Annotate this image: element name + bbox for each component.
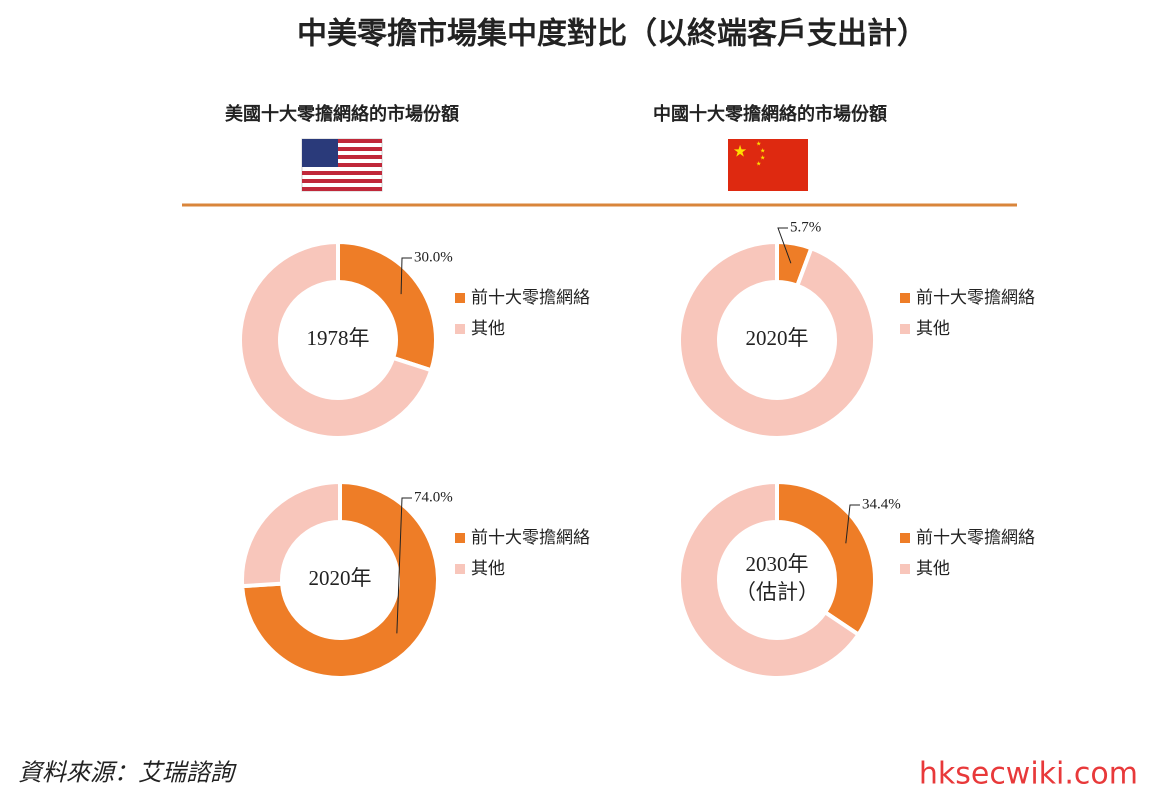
svg-text:★: ★ [760, 148, 765, 155]
column-header: 中國十大零擔網絡的市場份額 [653, 103, 887, 125]
center-label: （估計） [735, 580, 819, 604]
center-label: 2030年 [746, 552, 809, 576]
donut-slice [775, 479, 877, 638]
value-label: 34.4% [862, 496, 901, 512]
us-flag [301, 138, 383, 192]
watermark: hksecwiki.com [919, 757, 1138, 792]
legend-swatch [455, 293, 465, 303]
column-header: 美國十大零擔網絡的市場份額 [225, 103, 459, 125]
donut-slice [677, 479, 862, 680]
center-label: 1978年 [307, 326, 370, 350]
leader-line [845, 504, 860, 544]
value-label: 5.7% [790, 219, 821, 235]
legend-label: 其他 [471, 559, 505, 578]
leader-line [777, 227, 792, 264]
center-label: 2020年 [309, 566, 372, 590]
value-label: 74.0% [414, 489, 453, 505]
donut-slice [336, 239, 438, 373]
legend-label: 其他 [916, 319, 950, 338]
donut-slice [238, 239, 434, 440]
legend-swatch [900, 564, 910, 574]
legend-swatch [455, 564, 465, 574]
center-label: 2020年 [746, 326, 809, 350]
svg-text:★: ★ [756, 161, 761, 168]
legend-label: 其他 [471, 319, 505, 338]
donut-slice [240, 479, 440, 680]
legend-swatch [900, 324, 910, 334]
donut-slice [677, 239, 877, 440]
legend-label: 前十大零擔網絡 [471, 528, 590, 547]
donut-slice [240, 479, 342, 589]
legend-label: 其他 [916, 559, 950, 578]
svg-text:★: ★ [756, 141, 761, 148]
legend-swatch [900, 293, 910, 303]
legend-label: 前十大零擔網絡 [471, 288, 590, 307]
legend-swatch [455, 533, 465, 543]
title: 中美零擔市場集中度對比（以終端客戶支出計） [297, 17, 927, 52]
legend-label: 前十大零擔網絡 [916, 288, 1035, 307]
legend-label: 前十大零擔網絡 [916, 528, 1035, 547]
china-flag: ★ ★ ★ ★ ★ [728, 139, 808, 191]
svg-text:★: ★ [733, 142, 747, 161]
legend-swatch [455, 324, 465, 334]
source: 資料來源：艾瑞諮詢 [18, 760, 237, 787]
legend-swatch [900, 533, 910, 543]
leader-line [396, 497, 412, 634]
svg-text:★: ★ [760, 155, 765, 162]
leader-line [400, 257, 412, 295]
value-label: 30.0% [414, 249, 453, 265]
